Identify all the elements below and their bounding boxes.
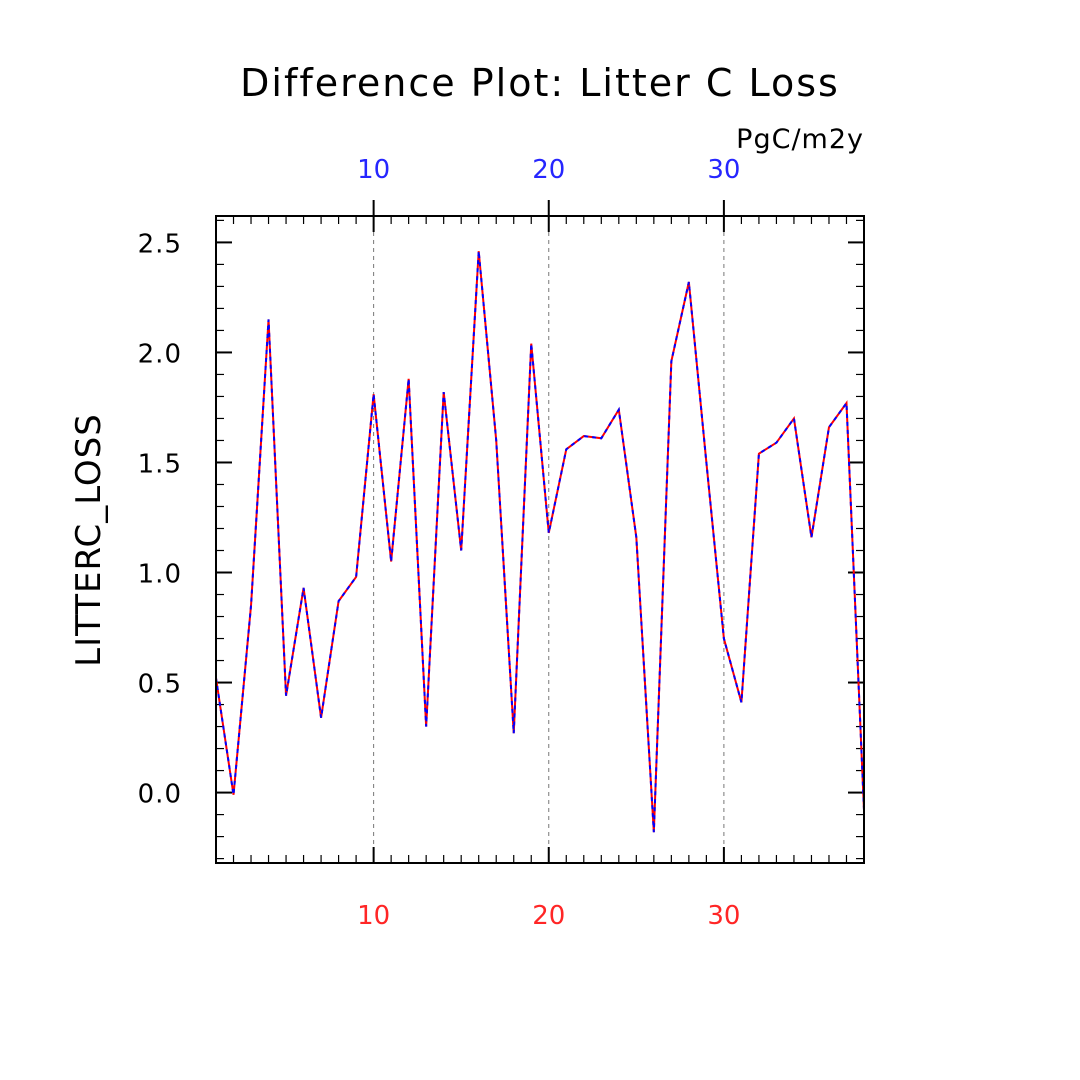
x-tick-label-bottom: 10 (357, 901, 390, 931)
y-tick-label: 0.5 (138, 670, 182, 700)
x-tick-label-top: 20 (532, 155, 565, 185)
plot-frame (215, 215, 865, 864)
series-line-2 (215, 251, 865, 833)
y-tick-label: 2.0 (138, 339, 182, 369)
x-tick-label-bottom: 20 (532, 901, 565, 931)
axis-ticks (215, 200, 865, 863)
series-group (215, 251, 865, 833)
x-tick-label-top: 30 (707, 155, 740, 185)
series-line-1 (215, 251, 865, 833)
x-tick-label-bottom: 30 (707, 901, 740, 931)
y-tick-label: 1.5 (138, 449, 182, 479)
y-axis-label: LITTERC_LOSS (69, 413, 109, 667)
units-label: PgC/m2y (736, 124, 864, 155)
y-tick-label: 0.0 (138, 780, 182, 810)
tick-labels: 0.0 0.5 1.0 1.5 2.0 2.5 10 10 20 20 30 30 (138, 155, 741, 931)
grid-lines (373, 216, 725, 863)
y-tick-label: 1.0 (138, 560, 182, 590)
x-tick-label-top: 10 (357, 155, 390, 185)
chart-title: Difference Plot: Litter C Loss (240, 61, 840, 105)
y-tick-label: 2.5 (138, 229, 182, 259)
